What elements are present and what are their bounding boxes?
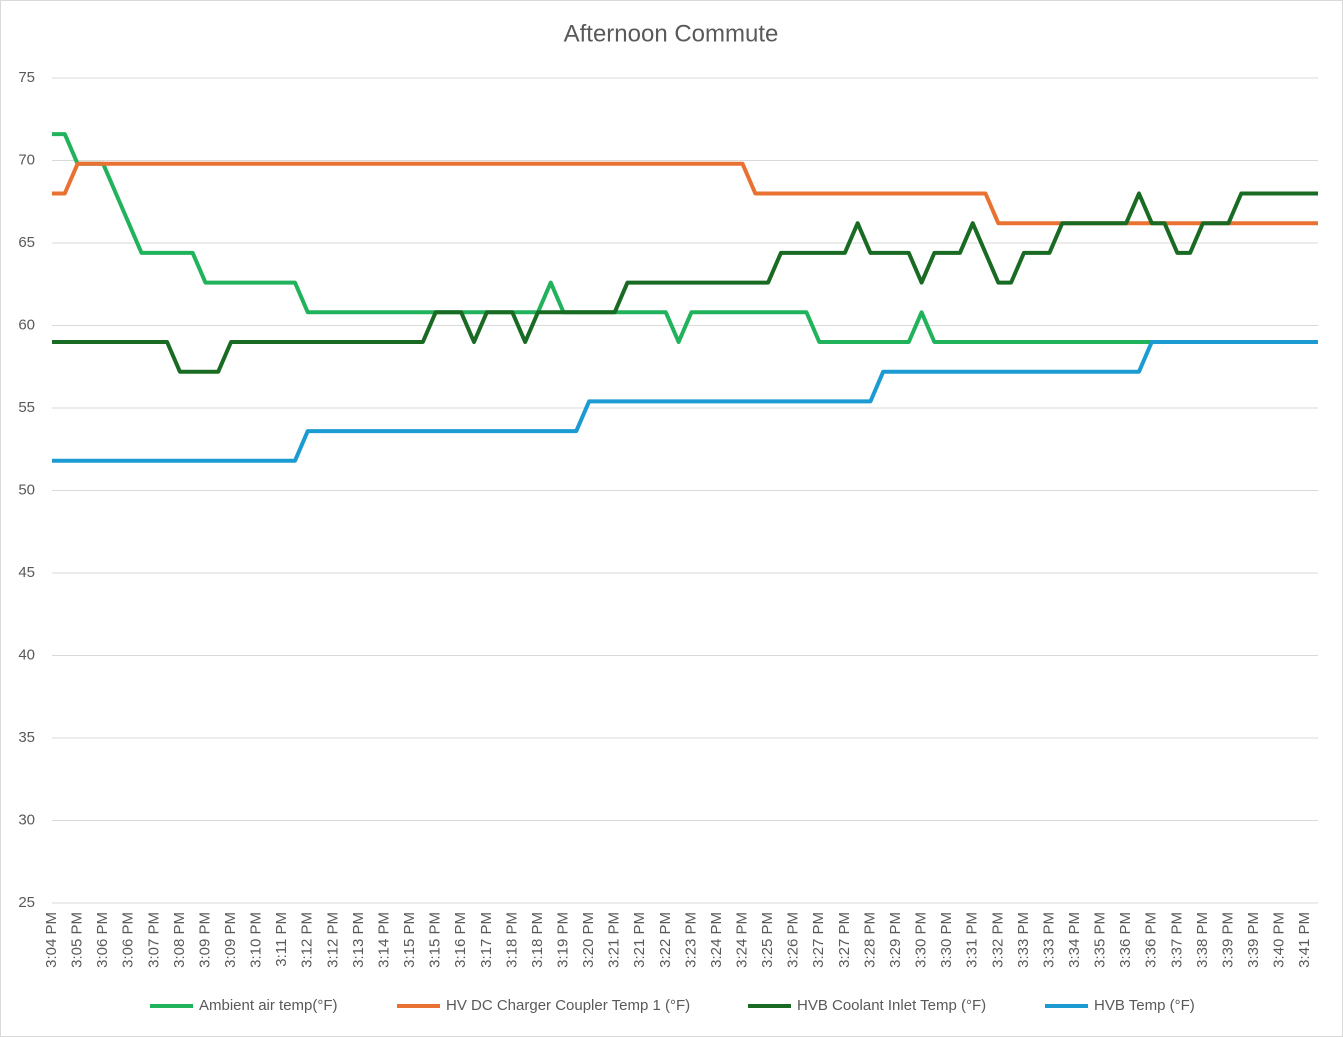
- y-tick-label: 50: [18, 481, 35, 498]
- series-line: [52, 340, 1318, 463]
- series-line: [52, 191, 1318, 374]
- x-tick-label: 3:18 PM: [529, 912, 546, 968]
- legend-label: HVB Temp (°F): [1094, 997, 1195, 1014]
- y-tick-label: 30: [18, 811, 35, 828]
- x-tick-label: 3:13 PM: [350, 912, 367, 968]
- x-tick-label: 3:08 PM: [171, 912, 188, 968]
- x-tick-label: 3:16 PM: [452, 912, 469, 968]
- x-tick-label: 3:33 PM: [1040, 912, 1057, 968]
- x-tick-label: 3:30 PM: [938, 912, 955, 968]
- series-line: [52, 132, 1318, 344]
- x-tick-label: 3:39 PM: [1245, 912, 1262, 968]
- x-tick-label: 3:14 PM: [375, 912, 392, 968]
- x-tick-label: 3:21 PM: [631, 912, 648, 968]
- legend-item: HVB Coolant Inlet Temp (°F): [748, 997, 986, 1014]
- x-tick-label: 3:39 PM: [1219, 912, 1236, 968]
- x-tick-label: 3:36 PM: [1143, 912, 1160, 968]
- x-tick-label: 3:12 PM: [324, 912, 341, 968]
- x-tick-label: 3:23 PM: [682, 912, 699, 968]
- y-tick-label: 40: [18, 646, 35, 663]
- x-tick-label: 3:10 PM: [248, 912, 265, 968]
- x-tick-label: 3:07 PM: [145, 912, 162, 968]
- x-tick-label: 3:37 PM: [1168, 912, 1185, 968]
- x-tick-label: 3:05 PM: [69, 912, 86, 968]
- x-tick-label: 3:34 PM: [1066, 912, 1083, 968]
- y-tick-label: 55: [18, 399, 35, 416]
- legend-item: HVB Temp (°F): [1045, 997, 1195, 1014]
- legend-item: HV DC Charger Coupler Temp 1 (°F): [397, 997, 690, 1014]
- x-tick-label: 3:33 PM: [1015, 912, 1032, 968]
- x-tick-label: 3:15 PM: [401, 912, 418, 968]
- x-tick-label: 3:25 PM: [759, 912, 776, 968]
- x-tick-label: 3:31 PM: [964, 912, 981, 968]
- x-tick-label: 3:09 PM: [196, 912, 213, 968]
- x-tick-label: 3:36 PM: [1117, 912, 1134, 968]
- x-tick-label: 3:21 PM: [606, 912, 623, 968]
- x-tick-label: 3:27 PM: [836, 912, 853, 968]
- x-tick-label: 3:40 PM: [1271, 912, 1288, 968]
- y-tick-label: 25: [18, 894, 35, 911]
- legend-label: HV DC Charger Coupler Temp 1 (°F): [446, 997, 690, 1014]
- x-tick-label: 3:30 PM: [913, 912, 930, 968]
- y-tick-label: 45: [18, 564, 35, 581]
- x-tick-label: 3:20 PM: [580, 912, 597, 968]
- x-tick-label: 3:29 PM: [887, 912, 904, 968]
- x-tick-label: 3:27 PM: [810, 912, 827, 968]
- x-tick-label: 3:04 PM: [43, 912, 60, 968]
- y-tick-label: 60: [18, 316, 35, 333]
- x-tick-label: 3:41 PM: [1296, 912, 1313, 968]
- y-tick-label: 70: [18, 151, 35, 168]
- x-tick-label: 3:12 PM: [299, 912, 316, 968]
- x-tick-label: 3:38 PM: [1194, 912, 1211, 968]
- y-tick-label: 75: [18, 69, 35, 86]
- x-tick-label: 3:17 PM: [478, 912, 495, 968]
- x-tick-label: 3:26 PM: [785, 912, 802, 968]
- x-tick-label: 3:11 PM: [273, 912, 290, 967]
- x-tick-label: 3:18 PM: [503, 912, 520, 968]
- y-tick-label: 35: [18, 729, 35, 746]
- x-tick-label: 3:19 PM: [554, 912, 571, 968]
- legend-label: HVB Coolant Inlet Temp (°F): [797, 997, 986, 1014]
- x-tick-label: 3:32 PM: [989, 912, 1006, 968]
- chart-title: Afternoon Commute: [564, 20, 779, 47]
- y-tick-label: 65: [18, 234, 35, 251]
- x-tick-label: 3:06 PM: [94, 912, 111, 968]
- x-tick-label: 3:06 PM: [120, 912, 137, 968]
- legend-item: Ambient air temp(°F): [150, 997, 338, 1014]
- x-tick-label: 3:35 PM: [1092, 912, 1109, 968]
- x-tick-label: 3:24 PM: [734, 912, 751, 968]
- legend-label: Ambient air temp(°F): [199, 997, 338, 1014]
- x-tick-label: 3:22 PM: [657, 912, 674, 968]
- x-tick-label: 3:24 PM: [708, 912, 725, 968]
- x-tick-label: 3:15 PM: [427, 912, 444, 968]
- x-tick-label: 3:09 PM: [222, 912, 239, 968]
- x-tick-label: 3:28 PM: [861, 912, 878, 968]
